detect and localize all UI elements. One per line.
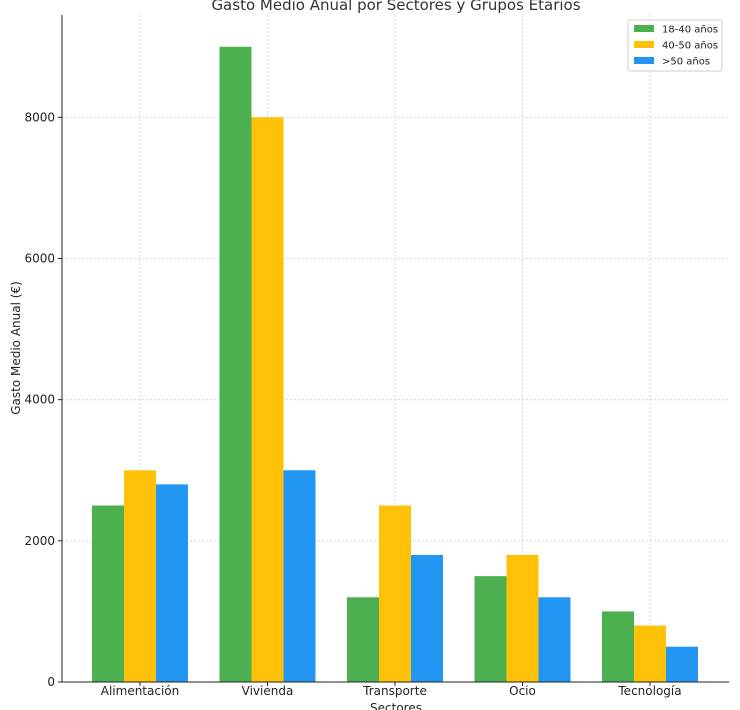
- y-ticks: 0 2000 4000 6000 8000: [24, 110, 62, 689]
- legend-swatch: [634, 41, 654, 48]
- bar: [283, 470, 316, 682]
- chart-title: Gasto Medio Anual por Sectores y Grupos …: [211, 0, 580, 14]
- bar: [538, 597, 571, 682]
- x-tick-label: Vivienda: [242, 684, 294, 698]
- legend-swatch: [634, 57, 654, 64]
- legend: 18-40 años 40-50 años >50 años: [627, 19, 723, 72]
- bar: [347, 597, 379, 682]
- legend-label: 18-40 años: [662, 25, 718, 36]
- bar: [219, 46, 252, 683]
- bar: [92, 505, 124, 682]
- bar: [124, 470, 156, 682]
- x-ticks: Alimentación Vivienda Transporte Ocio Tecnol…: [101, 682, 682, 698]
- bar: [634, 625, 666, 682]
- bar: [474, 576, 507, 682]
- bar: [666, 646, 698, 682]
- bar: [251, 117, 284, 682]
- legend-swatch: [634, 25, 654, 32]
- x-tick-label: Ocio: [509, 684, 536, 698]
- x-tick-label: Tecnología: [617, 684, 681, 698]
- bar: [156, 484, 188, 682]
- legend-label: >50 años: [662, 57, 710, 68]
- x-tick-label: Transporte: [362, 684, 427, 698]
- y-tick-label: 2000: [24, 534, 55, 548]
- x-tick-label: Alimentación: [101, 684, 180, 698]
- y-tick-label: 4000: [24, 393, 55, 407]
- y-tick-label: 6000: [24, 252, 55, 266]
- y-axis-label: Gasto Medio Anual (€): [9, 281, 23, 415]
- bars: [92, 46, 698, 683]
- y-tick-label: 0: [47, 675, 55, 689]
- bar: [411, 554, 443, 682]
- y-tick-label: 8000: [24, 110, 55, 124]
- bar: [379, 505, 411, 682]
- legend-label: 40-50 años: [662, 41, 718, 52]
- bar: [506, 554, 539, 682]
- bar: [602, 611, 634, 682]
- x-axis-label: Sectores: [370, 701, 422, 710]
